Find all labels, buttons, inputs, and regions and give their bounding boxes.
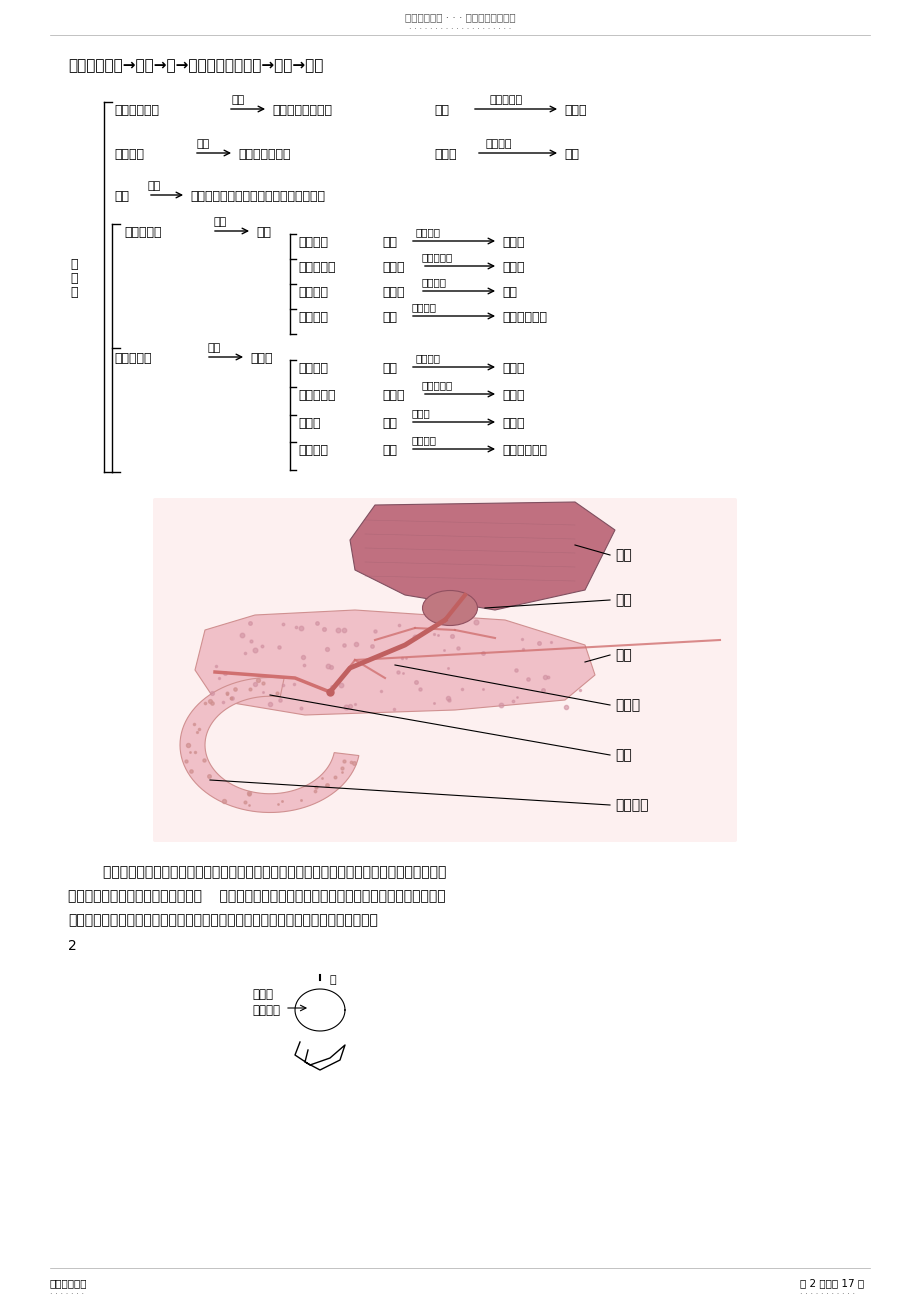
- Text: 肠淀粉酶: 肠淀粉酶: [298, 362, 328, 375]
- Text: 腺: 腺: [70, 285, 77, 298]
- Text: 胰液: 胰液: [255, 225, 271, 238]
- Text: 化: 化: [70, 272, 77, 285]
- Text: 胰蛋白酶: 胰蛋白酶: [298, 285, 328, 298]
- Text: 消: 消: [70, 258, 77, 271]
- Text: 胰管: 胰管: [614, 748, 631, 762]
- Text: 分泌: 分泌: [232, 95, 245, 106]
- Text: 胰淀粉酶: 胰淀粉酶: [298, 236, 328, 249]
- Text: 蛋白质: 蛋白质: [434, 149, 456, 162]
- Text: 少量的: 少量的: [252, 988, 273, 1001]
- Text: 分泌: 分泌: [208, 343, 221, 353]
- Text: 分泌: 分泌: [148, 181, 161, 192]
- Text: 的主要器官，脂肪只能在小肠消化。    淀粉、脂肪和蛋白质在小肠内被彻底消化成葡萄糖、甘油和脂: 的主要器官，脂肪只能在小肠消化。 淀粉、脂肪和蛋白质在小肠内被彻底消化成葡萄糖、…: [68, 889, 445, 903]
- Text: 胆总管: 胆总管: [614, 698, 640, 711]
- Text: 甘油＋脂肪酸: 甘油＋脂肪酸: [502, 311, 547, 324]
- Text: 多肽: 多肽: [563, 149, 578, 162]
- Text: 胃: 胃: [330, 975, 336, 985]
- Text: 胆囊: 胆囊: [614, 593, 631, 607]
- Ellipse shape: [422, 590, 477, 625]
- Text: 淀粉: 淀粉: [434, 104, 448, 117]
- Text: 麦芽糖: 麦芽糖: [502, 236, 524, 249]
- Text: 甘油＋脂肪酸: 甘油＋脂肪酸: [502, 444, 547, 457]
- Text: 胰蛋白酶: 胰蛋白酶: [422, 278, 447, 287]
- Text: 肠淀粉酶: 肠淀粉酶: [415, 353, 440, 364]
- Text: 胰淀粉酶: 胰淀粉酶: [415, 227, 440, 237]
- Text: 胃液：胃蛋白酶: 胃液：胃蛋白酶: [238, 149, 290, 162]
- Text: 脂肪: 脂肪: [381, 444, 397, 457]
- Text: 肠麦芽糖酶: 肠麦芽糖酶: [422, 380, 453, 390]
- Text: 分泌: 分泌: [214, 218, 227, 227]
- Text: 葡萄糖: 葡萄糖: [502, 261, 524, 274]
- Text: 肪酸、氨基酸；大肠无消化功能，但有吸收功能。消化道各段吸收营养物质的情况：: 肪酸、氨基酸；大肠无消化功能，但有吸收功能。消化道各段吸收营养物质的情况：: [68, 913, 378, 926]
- Text: 胰脂肪酶: 胰脂肪酶: [412, 302, 437, 311]
- Text: 胰脏：胰腺: 胰脏：胰腺: [124, 225, 162, 238]
- Text: 胃：胃腺: 胃：胃腺: [114, 149, 144, 162]
- Text: 麦芽糖: 麦芽糖: [381, 261, 404, 274]
- Text: · · · · · · · · · · ·: · · · · · · · · · · ·: [800, 1290, 854, 1299]
- Text: 胃蛋白酶: 胃蛋白酶: [485, 139, 512, 149]
- Text: 脂肪: 脂肪: [381, 311, 397, 324]
- Text: 分泌: 分泌: [197, 139, 210, 149]
- Text: 麦芽糖: 麦芽糖: [502, 362, 524, 375]
- Text: 淀粉: 淀粉: [381, 236, 397, 249]
- Text: 消化道：口腔→食道→胃→小肠（十二指肠）→大肠→肛门: 消化道：口腔→食道→胃→小肠（十二指肠）→大肠→肛门: [68, 59, 323, 73]
- Text: 多肽: 多肽: [502, 285, 516, 298]
- Text: · · · · · · · · · · · · · · · · · · · ·: · · · · · · · · · · · · · · · · · · · ·: [408, 25, 511, 34]
- Polygon shape: [349, 502, 614, 610]
- Text: 第 2 页，共 17 页: 第 2 页，共 17 页: [800, 1278, 863, 1287]
- Text: 肠肽酶: 肠肽酶: [298, 417, 320, 430]
- Text: 名师资料总结 · · · 精品资料欢迎下载: 名师资料总结 · · · 精品资料欢迎下载: [404, 12, 515, 22]
- Text: 葡萄糖: 葡萄糖: [502, 390, 524, 403]
- Text: 肠脂肪酶: 肠脂肪酶: [412, 435, 437, 446]
- Text: 口腔：唾液腺: 口腔：唾液腺: [114, 104, 159, 117]
- Text: 肠麦芽糖酶: 肠麦芽糖酶: [298, 390, 335, 403]
- Text: 小肠：肠腺: 小肠：肠腺: [114, 352, 152, 365]
- Text: 十二指肠: 十二指肠: [614, 797, 648, 812]
- Text: 麦芽糖: 麦芽糖: [563, 104, 586, 117]
- FancyBboxPatch shape: [153, 498, 736, 842]
- Text: 2: 2: [68, 939, 76, 952]
- Text: 唾液淀粉酶: 唾液淀粉酶: [490, 95, 523, 106]
- Polygon shape: [180, 678, 358, 813]
- Text: 胰腺: 胰腺: [614, 648, 631, 662]
- Polygon shape: [195, 610, 595, 715]
- Text: 胰麦芽糖酶: 胰麦芽糖酶: [298, 261, 335, 274]
- Text: 肠脂肪酶: 肠脂肪酶: [298, 444, 328, 457]
- Text: 多肽: 多肽: [381, 417, 397, 430]
- Text: 名师精心整理: 名师精心整理: [50, 1278, 87, 1287]
- Text: 唾液：唾液淀粉酶: 唾液：唾液淀粉酶: [272, 104, 332, 117]
- Text: 小肠液: 小肠液: [250, 352, 272, 365]
- Text: 肝脏: 肝脏: [114, 190, 129, 203]
- Text: 胰脂肪酶: 胰脂肪酶: [298, 311, 328, 324]
- Text: 麦芽糖: 麦芽糖: [381, 390, 404, 403]
- Text: 肠肽酶: 肠肽酶: [412, 408, 430, 418]
- Text: 蛋白质: 蛋白质: [381, 285, 404, 298]
- Text: 胆汁：不含消化酶，对脂肪有乳化作用。: 胆汁：不含消化酶，对脂肪有乳化作用。: [190, 190, 324, 203]
- Text: 氨基酸: 氨基酸: [502, 417, 524, 430]
- Text: 胰麦芽糖酶: 胰麦芽糖酶: [422, 251, 453, 262]
- Text: 口腔内只能初步消化淀粉，食道无消化功能；胃只能初步消化蛋白质；小肠是消化和吸收食物: 口腔内只能初步消化淀粉，食道无消化功能；胃只能初步消化蛋白质；小肠是消化和吸收食…: [68, 865, 446, 880]
- Text: 肝脏: 肝脏: [614, 549, 631, 562]
- Text: · · · · · · ·: · · · · · · ·: [50, 1290, 84, 1299]
- Text: 淀粉: 淀粉: [381, 362, 397, 375]
- Text: 水和酒精: 水和酒精: [252, 1005, 279, 1018]
